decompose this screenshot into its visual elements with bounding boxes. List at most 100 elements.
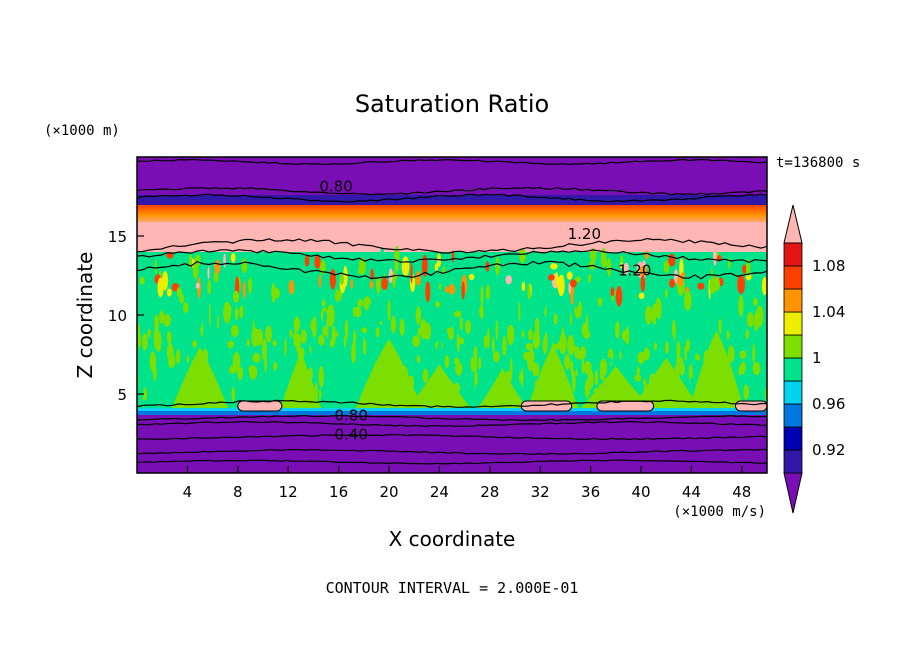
colorbar-swatch	[783, 242, 803, 267]
speckle-blob	[318, 365, 324, 388]
speckle-blob	[469, 293, 476, 309]
speckle-blob	[505, 275, 512, 285]
speckle-blob	[611, 295, 614, 302]
speckle-blob	[738, 374, 746, 383]
speckle-blob	[753, 312, 760, 332]
lime-plume	[279, 351, 322, 410]
speckle-blob	[351, 341, 356, 364]
colorbar-tick-label: 0.96	[812, 395, 845, 413]
speckle-blob	[412, 335, 421, 348]
speckle-blob	[415, 306, 422, 325]
speckle-blob	[368, 303, 376, 312]
colorbar-swatch	[783, 357, 803, 382]
speckle-blob	[621, 330, 629, 342]
speckle-blob	[304, 254, 310, 267]
speckle-blob	[370, 268, 374, 281]
speckle-blob	[700, 256, 707, 277]
speckle-blob	[727, 345, 735, 363]
speckle-blob	[557, 274, 565, 297]
speckle-blob	[399, 318, 405, 337]
speckle-blob	[634, 374, 642, 382]
speckle-blob	[637, 351, 646, 364]
speckle-blob	[528, 328, 533, 341]
speckle-blob	[713, 246, 717, 266]
speckle-blob	[697, 282, 705, 290]
speckle-blob	[599, 358, 608, 377]
speckle-blob	[288, 279, 295, 295]
speckle-blob	[461, 281, 465, 300]
speckle-blob	[714, 277, 720, 292]
speckle-blob	[485, 284, 491, 300]
contour-label: 1.20	[618, 261, 651, 279]
speckle-blob	[686, 266, 695, 284]
speckle-blob	[561, 326, 564, 342]
speckle-blob	[639, 265, 647, 277]
speckle-blob	[176, 287, 182, 298]
speckle-blob	[231, 324, 239, 338]
speckle-blob	[673, 269, 679, 284]
speckle-blob	[434, 263, 439, 272]
speckle-blob	[558, 332, 567, 355]
speckle-blob	[232, 290, 240, 303]
speckle-blob	[311, 316, 317, 338]
speckle-blob	[475, 383, 481, 400]
speckle-blob	[658, 306, 662, 313]
x-tick-label: 44	[682, 483, 701, 501]
speckle-blob	[362, 337, 367, 356]
speckle-blob	[137, 379, 144, 401]
speckle-blob	[647, 332, 650, 344]
speckle-blob	[419, 319, 427, 340]
speckle-blob	[552, 336, 559, 345]
colorbar-tick-label: 1.04	[812, 303, 845, 321]
speckle-blob	[289, 329, 293, 338]
speckle-blob	[281, 280, 288, 299]
speckle-blob	[231, 387, 236, 402]
speckle-blob	[246, 338, 250, 347]
speckle-blob	[421, 254, 428, 277]
speckle-blob	[448, 326, 454, 341]
colorbar-swatch	[783, 311, 803, 336]
x-unit-label: (×1000 m/s)	[673, 504, 766, 520]
speckle-blob	[745, 329, 750, 339]
speckle-blob	[615, 321, 620, 339]
speckle-blob	[265, 252, 268, 273]
speckle-blob	[522, 351, 531, 361]
speckle-blob	[327, 342, 330, 359]
x-tick-label: 8	[233, 483, 243, 501]
speckle-blob	[163, 313, 171, 327]
speckle-blob	[306, 305, 309, 317]
speckle-blob	[376, 275, 381, 294]
speckle-blob	[459, 316, 463, 331]
x-tick-label: 4	[183, 483, 193, 501]
speckle-blob	[507, 324, 515, 346]
speckle-blob	[207, 266, 210, 280]
speckle-blob	[387, 299, 391, 321]
speckle-blob	[217, 314, 220, 330]
speckle-blob	[327, 304, 335, 327]
contour-label: 0.40	[334, 426, 367, 444]
speckle-blob	[738, 295, 744, 317]
contour-line	[137, 399, 767, 408]
speckle-blob	[686, 339, 690, 352]
speckle-blob	[218, 341, 221, 362]
contour-label: 1.20	[568, 225, 601, 243]
speckle-blob	[752, 343, 756, 364]
speckle-blob	[608, 328, 613, 346]
speckle-blob	[166, 288, 172, 297]
speckle-blob	[392, 270, 396, 289]
speckle-blob	[570, 360, 574, 376]
speckle-blob	[742, 370, 751, 388]
speckle-blob	[532, 271, 539, 280]
speckle-blob	[519, 248, 526, 264]
colorbar-swatch	[783, 380, 803, 405]
speckle-blob	[354, 306, 362, 318]
speckle-blob	[388, 268, 393, 284]
speckle-blob	[684, 344, 687, 362]
speckle-blob	[145, 278, 154, 295]
speckle-blob	[746, 259, 751, 277]
lime-plume	[476, 367, 529, 410]
speckle-blob	[619, 262, 624, 269]
colorbar-swatch	[783, 265, 803, 290]
speckle-blob	[670, 334, 674, 344]
